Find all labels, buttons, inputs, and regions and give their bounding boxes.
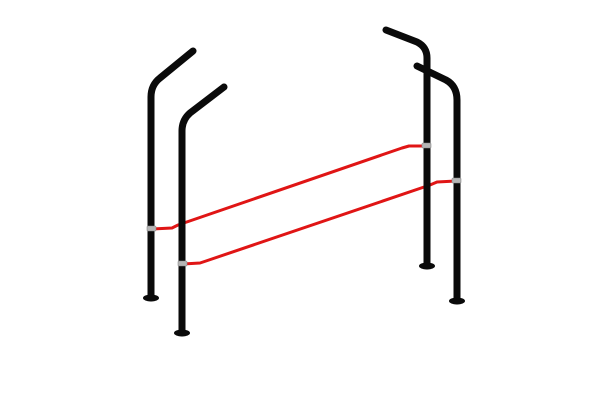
clamp — [146, 225, 157, 232]
post-base — [449, 297, 465, 305]
post-back-left — [143, 47, 197, 302]
clamp — [177, 260, 188, 267]
lower-rail — [181, 179, 458, 266]
clamps — [146, 142, 462, 267]
post-base — [174, 329, 190, 337]
rails — [150, 144, 458, 266]
clamp — [451, 177, 462, 184]
upper-rail — [150, 144, 428, 231]
post-base — [419, 262, 435, 270]
post-base — [143, 294, 159, 302]
post-front-left — [174, 83, 228, 337]
post-front-right — [413, 62, 465, 305]
clamp — [421, 142, 432, 149]
post-back-right — [382, 26, 435, 270]
